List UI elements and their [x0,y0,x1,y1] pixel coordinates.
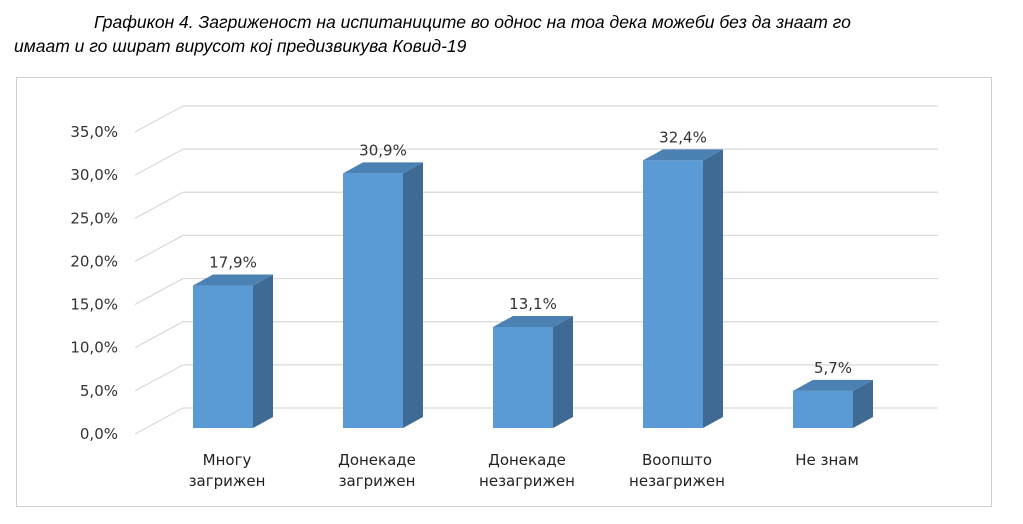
category-label-line: Донекаде [338,451,416,469]
y-tick-label: 0,0% [80,425,118,443]
caption-line-1: Графикон 4. Загриженост на испитаниците … [94,12,851,32]
bar [343,162,423,428]
y-axis-ticks: 0,0% 5,0% 10,0% 15,0% 20,0% 25,0% 30,0% 35,0% [70,123,118,443]
bar-side [703,149,723,429]
category-label: Не знам [795,451,859,469]
gridline-diagonal [134,191,184,219]
bar-top [193,274,273,286]
bar-side [853,379,873,428]
data-label: 17,9% [209,254,257,272]
y-tick-label: 35,0% [70,123,118,141]
gridline-diagonal [134,148,184,176]
bar-side [553,315,573,428]
bar-front [793,390,853,428]
bar [643,149,723,429]
bar-top [793,379,873,391]
category-label: Донекаде незагрижен [479,451,575,490]
category-label-line: незагрижен [479,472,575,490]
bar-top [493,315,573,327]
chart-caption: Графикон 4. Загриженост на испитаниците … [14,10,1014,58]
gridline-diagonal [134,407,184,435]
category-label-line: Многу [203,451,252,469]
bar-front [343,173,403,428]
category-label-line: Не знам [795,451,859,469]
category-label: Многу загрижен [189,451,266,490]
y-tick-label: 25,0% [70,209,118,227]
bar-side [403,162,423,428]
category-label-line: Воопшто [642,451,712,469]
category-label-line: загрижен [189,472,266,490]
category-label-line: незагрижен [629,472,725,490]
bar-top [643,149,723,161]
bar [193,274,273,428]
gridline-diagonal [134,364,184,392]
data-label: 30,9% [359,141,407,159]
bar-front [193,285,253,428]
y-tick-label: 20,0% [70,252,118,270]
bar-top [343,162,423,174]
category-label: Донекаде загрижен [338,451,416,490]
category-label-line: загрижен [339,472,416,490]
bar [793,379,873,428]
data-labels: 17,9% 30,9% 13,1% 32,4% 5,7% [209,128,852,376]
bars [193,149,873,429]
data-label: 13,1% [509,295,557,313]
bar-front [643,160,703,429]
y-tick-label: 5,0% [80,382,118,400]
gridline-diagonal [134,321,184,349]
data-label: 5,7% [814,359,852,377]
data-label: 32,4% [659,128,707,146]
bar-side [253,274,273,428]
category-labels: Многу загрижен Донекаде загрижен Донекаде нез… [189,451,859,490]
y-tick-label: 15,0% [70,296,118,314]
category-label-line: Донекаде [488,451,566,469]
gridline-diagonal [134,234,184,262]
gridline-diagonal [134,105,184,133]
bar-front [493,326,553,428]
category-label: Воопшто незагрижен [629,451,725,490]
bar [493,315,573,428]
gridline-diagonal [134,278,184,306]
y-tick-label: 10,0% [70,339,118,357]
y-tick-label: 30,0% [70,166,118,184]
caption-line-2: имаат и го шират вирусот кој предизвикув… [14,36,467,56]
